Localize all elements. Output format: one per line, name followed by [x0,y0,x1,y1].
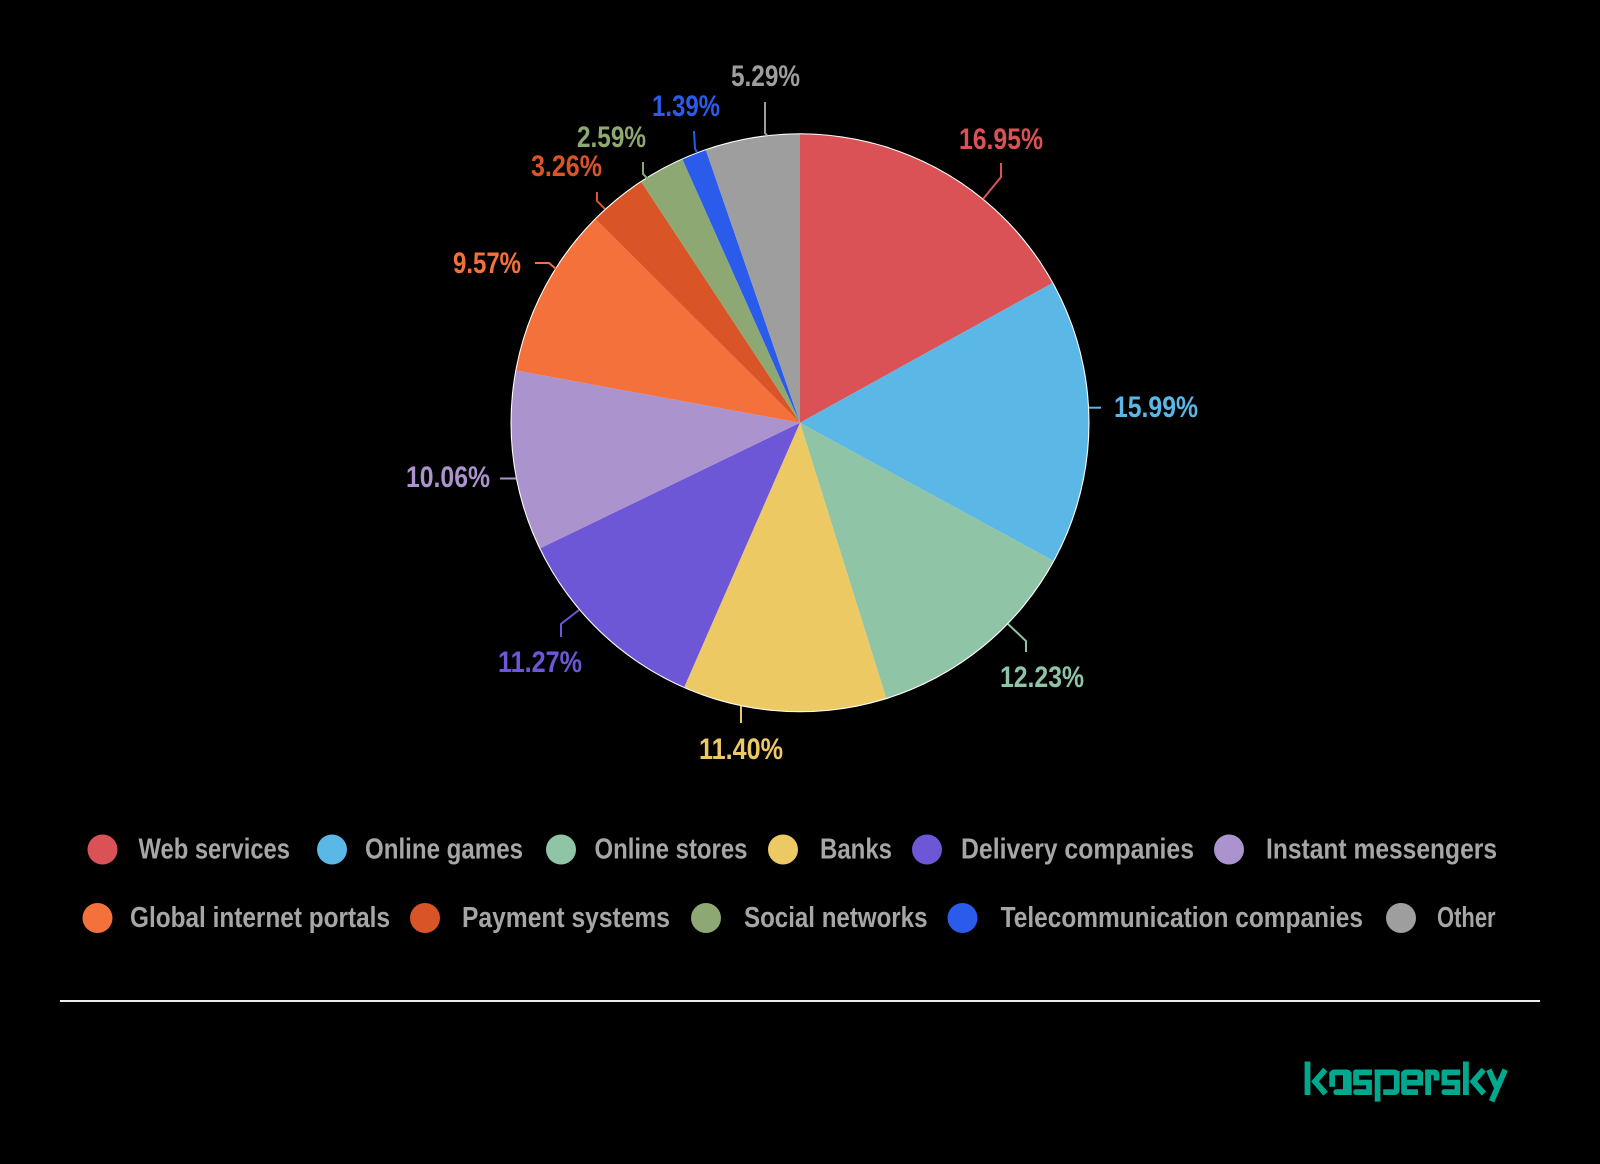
svg-text:Delivery companies: Delivery companies [961,833,1194,865]
svg-text:9.57%: 9.57% [453,247,521,280]
svg-text:10.06%: 10.06% [406,461,490,494]
svg-text:Global internet portals: Global internet portals [130,901,390,933]
svg-text:15.99%: 15.99% [1114,391,1198,424]
svg-text:Telecommunication companies: Telecommunication companies [1001,901,1363,933]
svg-text:5.29%: 5.29% [731,60,800,93]
svg-text:Payment systems: Payment systems [462,901,670,933]
svg-text:11.27%: 11.27% [498,646,582,679]
svg-text:Other: Other [1437,901,1496,933]
svg-text:11.40%: 11.40% [699,733,783,766]
svg-text:2.59%: 2.59% [577,121,646,154]
svg-text:Social networks: Social networks [744,901,928,933]
svg-text:3.26%: 3.26% [531,150,602,183]
svg-text:Online games: Online games [365,833,523,865]
svg-text:1.39%: 1.39% [652,90,720,123]
svg-text:16.95%: 16.95% [959,123,1043,156]
svg-text:Web services: Web services [139,833,291,865]
svg-text:Banks: Banks [820,833,892,865]
svg-text:12.23%: 12.23% [1000,661,1084,694]
svg-text:Online stores: Online stores [595,833,748,865]
svg-text:Instant messengers: Instant messengers [1266,833,1497,865]
